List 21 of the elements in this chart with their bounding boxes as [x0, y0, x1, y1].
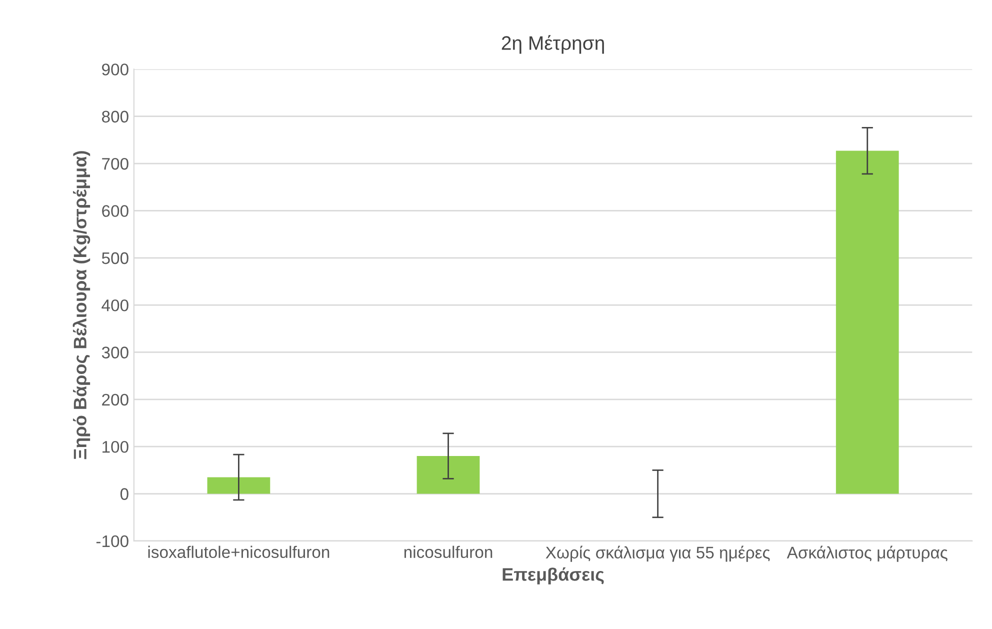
y-tick-label: -100 [96, 535, 128, 548]
bar [416, 456, 480, 494]
y-tick-label: 800 [102, 110, 128, 123]
y-tick-label: 100 [102, 440, 128, 453]
chart-title: 2η Μέτρηση [502, 35, 604, 54]
x-tick-label: isoxaflutole+nicosulfuron [148, 546, 330, 558]
y-tick-label: 400 [102, 299, 128, 312]
y-tick-label: 600 [102, 205, 128, 217]
y-axis-title: Ξηρό Βάρος Βέλιουρα (Kg/στρέμμα) [72, 151, 90, 460]
y-tick-label: 300 [102, 346, 128, 358]
x-axis-title: Επεμβάσεις [502, 567, 604, 584]
bar [836, 150, 899, 494]
x-tick-label: nicosulfuron [404, 546, 492, 558]
bar [207, 477, 270, 494]
y-tick-label: 700 [102, 158, 128, 170]
x-tick-label: Χωρίς σκάλισμα για 55 ημέρες [546, 546, 770, 562]
y-tick-label: 500 [102, 252, 128, 264]
y-tick-label: 0 [120, 488, 128, 500]
y-tick-label: 900 [102, 64, 128, 76]
y-tick-label: 200 [102, 394, 128, 406]
x-tick-label: Ασκάλιστος μάρτυρας [786, 546, 948, 562]
